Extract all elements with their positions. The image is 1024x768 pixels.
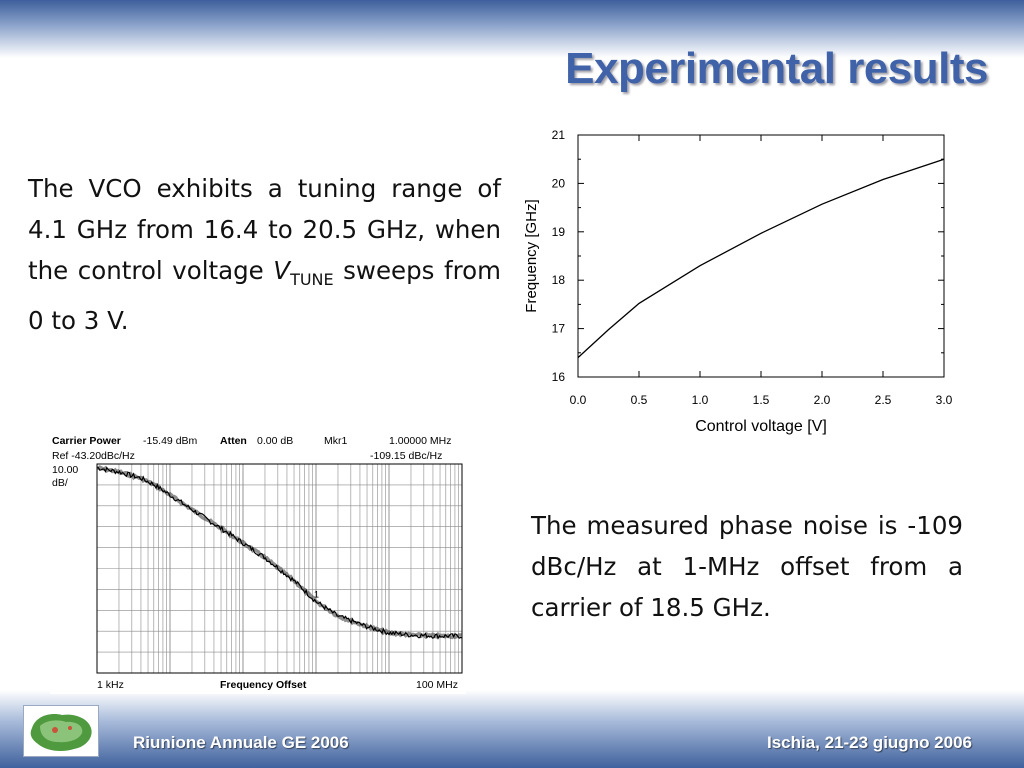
footer-location-date: Ischia, 21-23 giugno 2006 bbox=[766, 733, 972, 752]
vtune-symbol: V bbox=[273, 256, 291, 285]
x-tick-label: 0.0 bbox=[570, 393, 587, 407]
x-tick-label: 1.0 bbox=[692, 393, 709, 407]
carrier-power-label: Carrier Power bbox=[52, 435, 121, 447]
tuning-range-text: The VCO exhibits a tuning range of 4.1 G… bbox=[28, 174, 501, 285]
x-tick-label: 2.0 bbox=[814, 393, 831, 407]
header-band bbox=[0, 0, 1024, 58]
frequency-series-line bbox=[577, 158, 945, 359]
carrier-power-value: -15.49 dBm bbox=[143, 435, 198, 447]
y-tick-label: 17 bbox=[552, 322, 566, 336]
y-tick-label: 18 bbox=[552, 273, 566, 287]
conference-logo bbox=[23, 705, 99, 757]
reference-level: Ref -43.20dBc/Hz bbox=[52, 450, 135, 462]
y-tick-label: 16 bbox=[552, 370, 566, 384]
slide-title: Experimental results bbox=[565, 44, 988, 93]
y-axis-label: Frequency [GHz] bbox=[523, 199, 540, 312]
marker-1: 1 bbox=[314, 590, 319, 600]
x-tick-label: 3.0 bbox=[936, 393, 953, 407]
y-tick-label: 19 bbox=[552, 225, 566, 239]
scale-value: 10.00 bbox=[52, 464, 78, 476]
x-tick-label: 1.5 bbox=[753, 393, 770, 407]
x-tick-label: 2.5 bbox=[875, 393, 892, 407]
atten-value: 0.00 dB bbox=[257, 435, 293, 447]
marker-label: Mkr1 bbox=[324, 435, 347, 447]
phase-noise-paragraph: The measured phase noise is -109 dBc/Hz … bbox=[531, 511, 963, 622]
y-tick-label: 21 bbox=[552, 128, 566, 142]
atten-label: Atten bbox=[220, 435, 247, 447]
footer-event-name: Riunione Annuale GE 2006 bbox=[133, 733, 349, 752]
phase-noise-chart: Carrier Power -15.49 dBm Atten 0.00 dB M… bbox=[50, 432, 466, 694]
tuning-range-text-end: sweeps from 0 to 3 V. bbox=[28, 256, 501, 335]
tuning-range-paragraph: The VCO exhibits a tuning range of 4.1 G… bbox=[28, 168, 501, 341]
x-tick-label: 0.5 bbox=[631, 393, 648, 407]
marker-value: -109.15 dBc/Hz bbox=[370, 450, 442, 462]
analyzer-plot-frame bbox=[96, 463, 463, 674]
x-end-label: 100 MHz bbox=[416, 679, 458, 691]
scale-unit: dB/ bbox=[52, 477, 68, 489]
y-tick-label: 20 bbox=[552, 176, 566, 190]
phase-noise-trace bbox=[96, 466, 463, 640]
tuning-curve-chart: 0.0 0.5 1.0 1.5 2.0 2.5 3.0 16 17 18 19 20 21 Contro… bbox=[523, 128, 953, 435]
island-logo-icon bbox=[30, 714, 92, 752]
plot-frame bbox=[577, 134, 945, 378]
marker-frequency: 1.00000 MHz bbox=[389, 435, 451, 447]
x-start-label: 1 kHz bbox=[97, 679, 124, 691]
vtune-subscript: TUNE bbox=[290, 269, 334, 289]
footer-band bbox=[0, 690, 1024, 768]
x-axis-label: Frequency Offset bbox=[220, 679, 307, 691]
x-axis-label: Control voltage [V] bbox=[695, 418, 827, 435]
